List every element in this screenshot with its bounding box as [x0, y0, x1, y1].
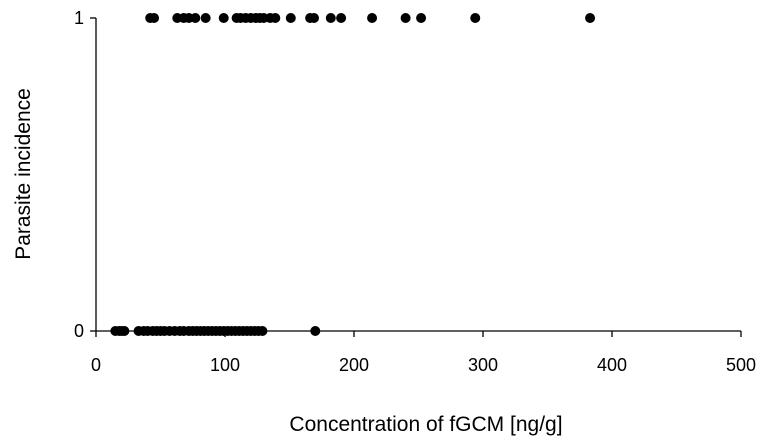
x-axis-label: Concentration of fGCM [ng/g]: [289, 413, 562, 436]
data-point: [218, 13, 229, 23]
x-tick-label: 0: [91, 355, 101, 375]
x-axis-ticks: 0 100 200 300 400 500: [91, 331, 756, 375]
data-point: [309, 13, 320, 23]
y-axis-label: Parasite incidence: [12, 88, 35, 260]
x-tick-label: 200: [339, 355, 369, 375]
data-point: [585, 13, 596, 23]
data-point: [310, 326, 321, 336]
data-point: [416, 13, 427, 23]
data-points: [110, 13, 596, 336]
x-tick-label: 500: [726, 355, 756, 375]
data-point: [257, 326, 268, 336]
y-axis-ticks: 01: [74, 8, 96, 341]
x-tick-label: 100: [210, 355, 240, 375]
data-point: [200, 13, 211, 23]
y-tick-label: 1: [74, 8, 84, 28]
data-point: [367, 13, 378, 23]
data-point: [285, 13, 296, 23]
data-point: [190, 13, 201, 23]
data-point: [325, 13, 336, 23]
data-point: [336, 13, 347, 23]
data-point: [470, 13, 481, 23]
data-point: [119, 326, 130, 336]
data-point: [149, 13, 160, 23]
x-tick-label: 300: [468, 355, 498, 375]
y-tick-label: 0: [74, 321, 84, 341]
data-point: [270, 13, 281, 23]
data-point: [400, 13, 411, 23]
x-tick-label: 400: [597, 355, 627, 375]
